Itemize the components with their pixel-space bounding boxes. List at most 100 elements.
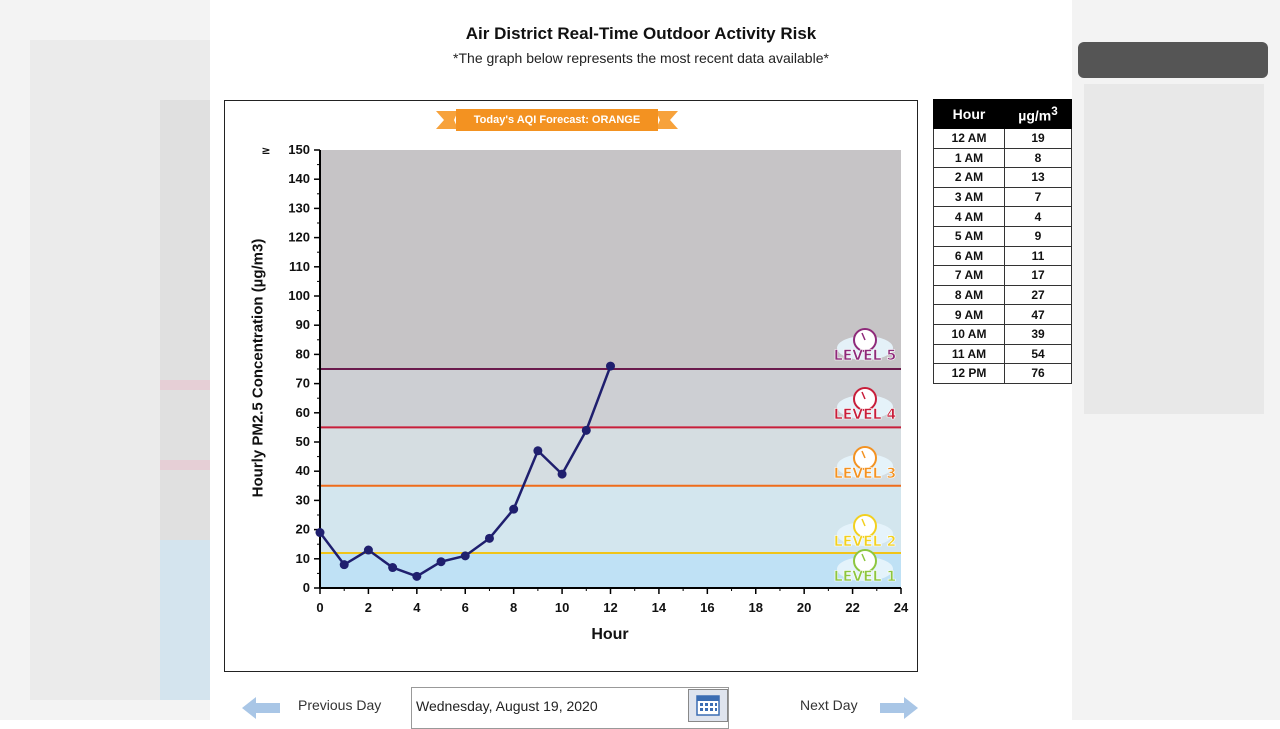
value-cell: 13	[1004, 167, 1072, 188]
page-subtitle: *The graph below represents the most rec…	[453, 50, 829, 66]
hour-cell: 7 AM	[933, 265, 1005, 286]
value-cell: 47	[1004, 304, 1072, 325]
table-row: 5 AM 9	[933, 225, 1072, 247]
table-row: 1 AM 8	[933, 147, 1072, 169]
calendar-icon	[696, 695, 720, 716]
forecast-label: Today's AQI Forecast: ORANGE	[473, 114, 641, 126]
hour-cell: 12 PM	[933, 363, 1005, 384]
data-point	[460, 551, 470, 561]
hour-cell: 10 AM	[933, 323, 1005, 345]
forecast-banner	[436, 109, 678, 131]
table-row: 6 AM 11	[933, 245, 1072, 267]
y-tick-label: 150	[288, 142, 310, 157]
hour-cell: 9 AM	[933, 304, 1005, 325]
value-cell: 76	[1004, 363, 1072, 384]
y-tick-label: 140	[288, 171, 310, 186]
data-point	[339, 560, 349, 570]
blurred-band	[160, 540, 210, 700]
risk-band	[320, 427, 901, 486]
data-point	[388, 563, 398, 573]
data-point	[436, 557, 446, 567]
level-badge: LEVEL 2	[833, 514, 897, 550]
data-point	[484, 533, 494, 543]
data-point	[557, 469, 567, 479]
previous-day-link[interactable]: Previous Day	[298, 697, 382, 713]
calendar-button[interactable]	[688, 689, 728, 722]
level-badge: LEVEL 4	[833, 387, 897, 423]
x-tick-label: 8	[510, 600, 517, 615]
y-tick-label: 90	[296, 317, 310, 332]
y-axis-label: Hourly PM2.5 Concentration (µg/m3)	[249, 238, 267, 498]
level-label: LEVEL 5	[834, 348, 896, 364]
table-row: 2 AM 13	[933, 167, 1072, 188]
level-label: LEVEL 1	[834, 569, 896, 585]
date-value: Wednesday, August 19, 2020	[416, 698, 598, 714]
table-row: 12 AM 19	[933, 128, 1072, 149]
next-day-arrow-icon[interactable]	[878, 697, 918, 719]
y-tick-label: 100	[288, 288, 310, 303]
y-tick-label: 130	[288, 200, 310, 215]
clock-hand-icon	[861, 332, 866, 341]
y-tick-label: 80	[296, 346, 310, 361]
level-badge: LEVEL 1	[833, 549, 897, 585]
blurred-band	[160, 460, 210, 470]
y-tick-label: 0	[303, 580, 310, 595]
level-label: LEVEL 3	[834, 466, 896, 482]
value-cell: 7	[1004, 186, 1072, 208]
header-unit-exponent: 3	[1051, 104, 1058, 118]
clock-hand-icon	[861, 450, 866, 459]
value-cell: 54	[1004, 343, 1072, 365]
x-tick-label: 20	[797, 600, 811, 615]
x-tick-label: 24	[894, 600, 909, 615]
next-day-link[interactable]: Next Day	[800, 697, 858, 713]
hour-cell: 1 AM	[933, 147, 1005, 169]
value-cell: 9	[1004, 225, 1072, 247]
hour-cell: 6 AM	[933, 245, 1005, 267]
x-tick-label: 16	[700, 600, 714, 615]
hourly-data-table: Hour µg/m3 12 AM 19 1 AM 8 2 AM 13 3 AM 7 4 AM 4 5…	[933, 99, 1072, 384]
y-tick-label: 50	[296, 434, 310, 449]
chart-series	[315, 361, 615, 581]
x-tick-label: 22	[845, 600, 859, 615]
value-cell: 27	[1004, 284, 1072, 306]
hour-cell: 3 AM	[933, 186, 1005, 208]
clock-hand-icon	[861, 553, 866, 562]
x-axis-label: Hour	[591, 626, 629, 643]
data-point	[363, 545, 373, 555]
y-tick-label: 70	[296, 376, 310, 391]
level-badge: LEVEL 5	[833, 328, 897, 364]
table-row: 7 AM 17	[933, 265, 1072, 286]
level-label: LEVEL 4	[834, 407, 897, 423]
table-row: 10 AM 39	[933, 323, 1072, 345]
table-row: 9 AM 47	[933, 304, 1072, 325]
data-point	[533, 446, 543, 456]
y-tick-label: 110	[289, 259, 310, 274]
risk-band	[320, 369, 901, 428]
chart-bands	[320, 150, 901, 588]
risk-band	[320, 552, 901, 588]
value-cell: 11	[1004, 245, 1072, 267]
hour-cell: 2 AM	[933, 167, 1005, 188]
y-top-marker: ≥	[261, 144, 270, 157]
y-tick-label: 20	[296, 522, 310, 537]
blurred-body	[1084, 84, 1264, 414]
clock-hand-icon	[861, 391, 866, 400]
level-badge: LEVEL 3	[833, 446, 897, 482]
value-cell: 17	[1004, 265, 1072, 286]
x-tick-label: 6	[462, 600, 469, 615]
level-label: LEVEL 2	[834, 534, 896, 550]
clock-hand-icon	[861, 518, 866, 527]
hour-cell: 11 AM	[933, 343, 1005, 365]
x-tick-label: 4	[413, 600, 421, 615]
data-point	[581, 425, 591, 435]
chart-axes: 0 10 20 30 40 50 60 70 80 90 100 110 120 130 140 150 ≥0 2…	[261, 142, 909, 615]
x-tick-label: 2	[365, 600, 372, 615]
table-row: 8 AM 27	[933, 284, 1072, 306]
value-cell: 39	[1004, 323, 1072, 345]
page-title: Air District Real-Time Outdoor Activity …	[465, 24, 817, 43]
previous-day-arrow-icon[interactable]	[242, 697, 282, 719]
hour-cell: 5 AM	[933, 225, 1005, 247]
data-point	[606, 361, 615, 371]
y-tick-label: 40	[296, 463, 310, 478]
